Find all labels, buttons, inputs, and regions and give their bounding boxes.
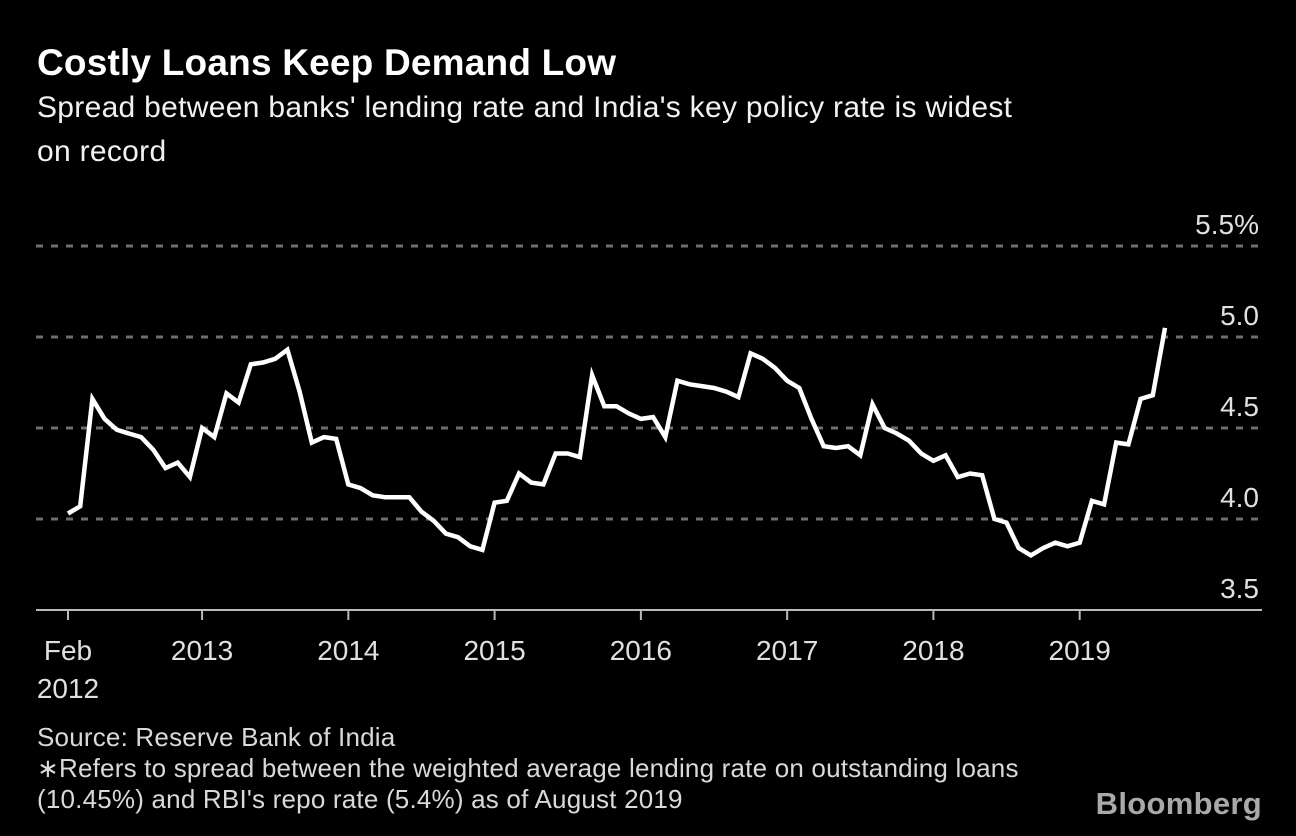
y-axis-label: 4.5 bbox=[1220, 391, 1259, 422]
x-axis-label: 2013 bbox=[171, 635, 233, 666]
x-axis-label: 2016 bbox=[610, 635, 672, 666]
chart-title: Costly Loans Keep Demand Low bbox=[37, 42, 617, 83]
y-axis-label: 5.5% bbox=[1195, 209, 1259, 240]
x-axis-label: 2015 bbox=[463, 635, 525, 666]
spread-data-line bbox=[66, 327, 1168, 559]
x-axis-label: Feb bbox=[44, 635, 92, 666]
x-axis-label: 2012 bbox=[37, 673, 99, 704]
x-axis-label: 2018 bbox=[902, 635, 964, 666]
x-axis-label: 2019 bbox=[1049, 635, 1111, 666]
bloomberg-logo: Bloomberg bbox=[1095, 786, 1262, 821]
chart-subtitle-line-1: Spread between banks' lending rate and I… bbox=[37, 91, 1013, 124]
x-axis-label: 2017 bbox=[756, 635, 818, 666]
source-note: Source: Reserve Bank of India bbox=[37, 722, 396, 752]
footnote-line-2: (10.45%) and RBI's repo rate (5.4%) as o… bbox=[37, 784, 683, 814]
chart-subtitle-line-2: on record bbox=[37, 135, 167, 168]
chart-subtitle: Spread between banks' lending rate and I… bbox=[37, 86, 1012, 174]
y-axis-label: 5.0 bbox=[1220, 300, 1259, 331]
footnote-line-1: ∗Refers to spread between the weighted a… bbox=[37, 753, 1019, 783]
y-axis-label: 4.0 bbox=[1220, 482, 1259, 513]
y-axis-label: 3.5 bbox=[1220, 573, 1259, 604]
x-axis-label: 2014 bbox=[317, 635, 379, 666]
chart-footer: Source: Reserve Bank of India ∗Refers to… bbox=[37, 722, 1019, 815]
